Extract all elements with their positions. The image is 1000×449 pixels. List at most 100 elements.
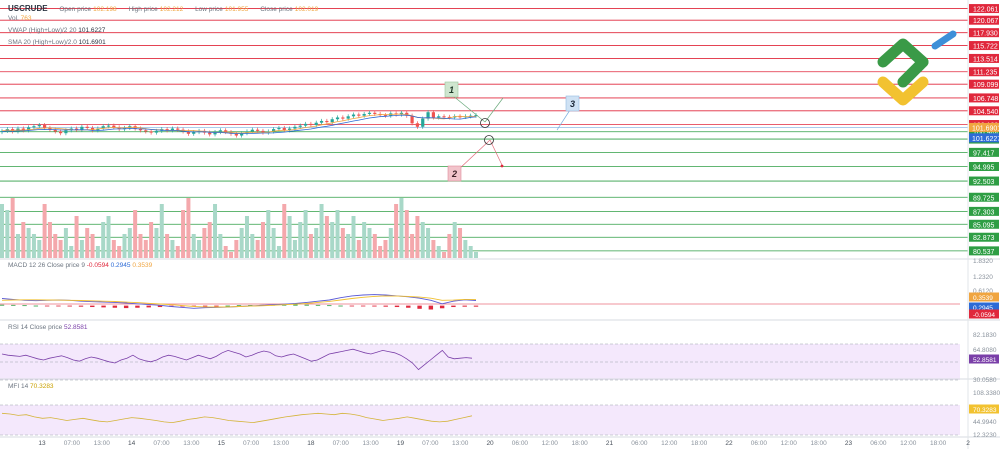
drawing-annotations[interactable]: 1 2 3 [444,81,580,182]
current-price-label: 101.6901 [972,125,1000,132]
macd-tick-label: 0.2945 [973,305,993,312]
macd-histogram-bar [112,305,118,308]
macd-histogram-bar [56,305,61,307]
resistance-level-tag[interactable]: 111.235 [969,67,999,77]
macd-histogram-bar [372,305,377,307]
resistance-level-tag[interactable]: 104.540 [969,106,999,116]
price-axis[interactable]: 122.061 120.067 117.930 115.722 113.514 111.2… [969,4,1000,256]
candle [335,115,340,122]
high-value: 102.212 [159,6,184,13]
volume-bar [10,198,15,258]
rsi-tick-label: 30.0580 [973,377,997,384]
candle [27,125,31,133]
macd-histogram [0,304,479,310]
vwap-price-tag[interactable]: 101.6227 [969,133,1000,143]
volume-bar [367,228,372,258]
volume-bar [362,222,367,258]
support-level-label: 92.503 [973,179,995,186]
mfi-legend[interactable]: MFI 14 70.3283 [8,383,54,390]
candle [101,124,105,131]
volume-bar [181,210,186,258]
volume-bar [388,228,393,258]
volume-bar [324,216,329,258]
time-axis-label: 13:00 [273,440,290,447]
annotation-label-2[interactable]: 2 [447,165,462,182]
support-level-tag[interactable]: 80.537 [969,246,999,256]
time-axis-label: 20 [486,440,494,447]
vol-label: Vol. [8,15,19,22]
volume-bar [239,228,244,258]
rsi-line [1,348,473,371]
vwap-legend[interactable]: VWAP (High+Low)/2 20 101.6227 [8,27,105,34]
support-level-tag[interactable]: 82.873 [969,232,999,243]
time-axis-label: 13 [38,440,46,447]
annotation-line-down [489,139,503,166]
macd-histogram-bar [394,305,400,308]
resistance-level-tag[interactable]: 115.722 [969,41,999,51]
volume-bar [127,228,132,258]
resistance-level-tag[interactable]: 117.930 [969,28,999,38]
volume-bar [207,222,212,258]
time-axis-label: 22 [725,440,733,447]
macd-tick-label: 0.3539 [973,295,993,302]
time-axis-label: 07:00 [153,440,170,447]
vol-value: 763 [20,15,32,22]
close-value: 102.019 [294,6,319,13]
rsi-legend[interactable]: RSI 14 Close price 52.8581 [8,324,88,331]
support-level-tag[interactable]: 89.725 [969,192,999,203]
symbol-name[interactable]: USCRUDE [8,4,48,13]
time-axis-label: 13:00 [452,440,469,447]
volume-bar [452,222,457,258]
resistance-level-tag[interactable]: 122.061 [969,4,999,14]
support-level-label: 82.873 [973,235,995,242]
candle [298,123,302,129]
support-level-tag[interactable]: 87.303 [969,206,999,217]
macd-histogram-bar [225,305,230,307]
volume-bar [90,234,95,258]
candle [96,126,100,133]
time-axis-label: 18:00 [930,440,947,447]
macd-histogram-bar [33,305,39,307]
macd-histogram-bar [428,305,434,310]
macd-histogram-bar [90,305,95,308]
time-axis-label: 13:00 [94,440,111,447]
support-level-label: 87.303 [973,209,995,216]
mfi-tick-label: 44.9940 [973,419,997,426]
macd-legend[interactable]: MACD 12 26 Close price 9 -0.0594 0.2945 … [8,262,152,269]
macd-tick-label: -0.0594 [973,312,995,319]
volume-bar [447,234,452,258]
candle [32,124,36,130]
time-axis[interactable]: 13 07:00 13:00 14 07:00 13:00 15 07:00 13:00 18 07… [38,440,970,447]
resistance-level-tag[interactable]: 113.514 [969,53,999,64]
volume-bar [426,228,431,258]
volume-bar [314,228,319,258]
price-level-lines [0,8,968,252]
support-level-tag[interactable]: 92.503 [969,176,999,187]
annotation-label-1[interactable]: 1 [444,81,459,98]
volume-bar [218,234,223,258]
volume-bar [271,228,276,258]
macd-tick-label: 0.6120 [973,288,993,295]
volume-bar [63,228,68,258]
volume-bar [101,222,106,258]
resistance-level-tag[interactable]: 106.748 [969,93,999,103]
macd-histogram-bar [451,305,456,308]
resistance-level-tag[interactable]: 109.099 [969,79,999,90]
volume-bar [410,234,415,258]
annotation-label-3[interactable]: 3 [565,95,580,112]
macd-histogram-bar [462,305,467,307]
candle [138,126,143,133]
support-level-label: 97.417 [973,150,995,157]
support-level-tag[interactable]: 85.095 [969,219,999,230]
current-price-tag[interactable]: 101.6901 [969,122,1000,133]
resistance-level-tag[interactable]: 120.067 [969,15,999,26]
macd-histogram-bar [473,305,479,307]
macd-histogram-bar [327,305,332,307]
support-level-tag[interactable]: 97.417 [969,147,999,158]
macd-tick-label: 1.2320 [973,274,993,281]
resistance-level-label: 111.235 [973,70,997,77]
sma-legend[interactable]: SMA 20 (High+Low)/2.0 101.6901 [8,39,106,46]
support-level-tag[interactable]: 94.995 [969,161,999,172]
mfi-band [0,405,960,435]
